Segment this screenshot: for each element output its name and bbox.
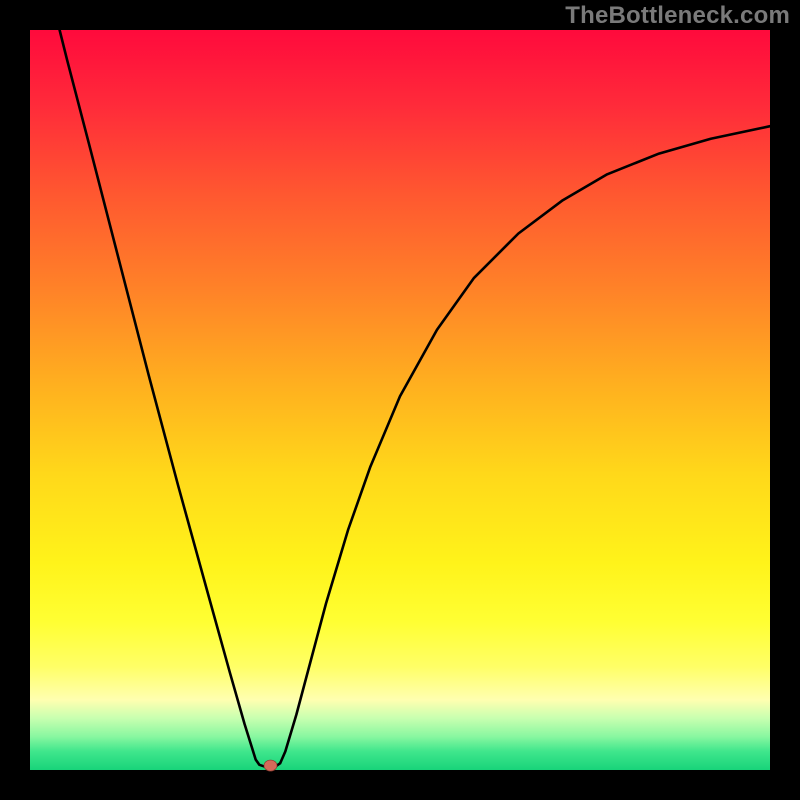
bottleneck-chart — [0, 0, 800, 800]
optimal-point-marker — [264, 760, 277, 771]
chart-container: TheBottleneck.com — [0, 0, 800, 800]
plot-background-gradient — [30, 30, 770, 770]
